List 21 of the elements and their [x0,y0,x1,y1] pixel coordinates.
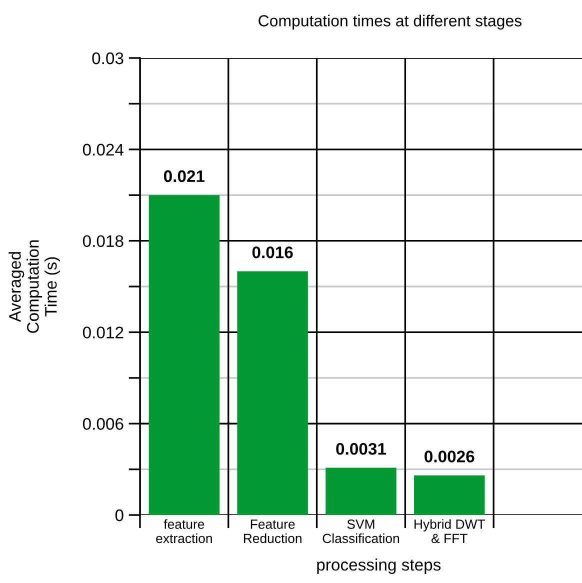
bar [148,195,220,516]
data-label: 0.0031 [336,442,386,455]
bar [237,271,308,516]
data-label: 0.0026 [424,450,474,462]
y-axis-title: Averaged Computation Time (s) [8,240,60,333]
x-tick-label: Feature Reduction [244,520,302,544]
y-tick-label: 0.006 [82,418,124,430]
data-label: 0.016 [252,246,293,258]
x-tick-label: feature extraction [156,519,212,544]
x-tick-label: Hybrid DWT & FFT [414,519,486,544]
data-label: 0.021 [164,170,205,182]
bar [414,475,485,516]
y-tick-label: 0.018 [82,235,124,248]
y-tick-label: 0 [115,509,124,522]
x-axis-title: processing steps [317,558,441,574]
y-tick-label: 0.012 [82,326,124,338]
y-tick-label: 0.024 [82,144,124,156]
y-tick-label: 0.03 [92,52,124,64]
chart-title: Computation times at different stages [258,14,522,30]
x-tick-label: SVM Classification [322,520,399,544]
bar [326,468,396,516]
